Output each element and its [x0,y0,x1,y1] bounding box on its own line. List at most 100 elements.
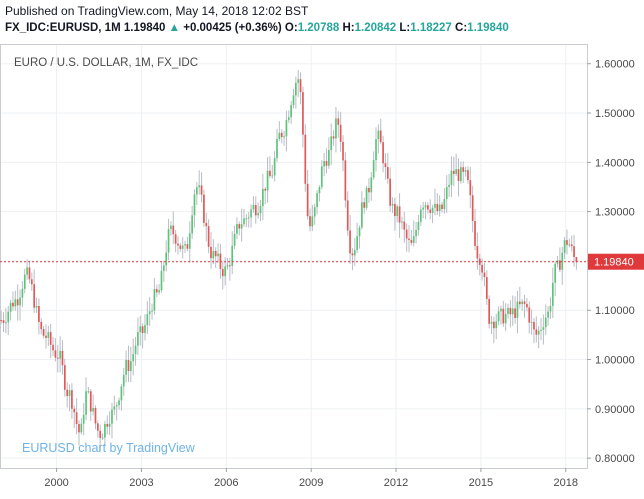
candle-up [497,311,500,322]
candle-up [417,221,420,230]
candle-down [71,390,73,409]
candle-up [500,308,502,312]
candle-up [273,158,276,176]
candle-up [323,161,325,167]
candle-up [111,409,113,424]
candle-up [243,218,245,225]
candle-down [269,170,271,176]
candle-up [356,236,358,250]
candle-down [16,299,19,306]
candle-up [266,170,269,191]
candle-down [523,301,526,304]
candle-down [33,284,36,308]
candle-up [191,215,193,234]
open-value: 1.20788 [297,22,340,34]
x-tick-label: 2006 [214,477,238,489]
candle-up [236,224,238,234]
candle-up [287,117,290,121]
candle-up [146,314,149,326]
candle-down [78,424,80,433]
candle-down [386,167,389,179]
price-chart[interactable]: EURO / U.S. DOLLAR, 1M, FX_IDC 0.80000 0.… [0,40,644,494]
x-axis[interactable]: 2000 2003 2006 2009 2012 2015 2018 [44,468,578,489]
y-tick-label: 1.00000 [595,355,635,367]
candle-up [276,139,278,159]
candle-up [85,391,87,415]
candle-up [285,120,288,137]
candle-down [302,92,304,135]
candle-up [7,311,10,323]
candle-down [427,205,429,210]
candle-up [252,205,255,210]
y-axis[interactable]: 0.800000.900001.000001.100001.200001.300… [587,59,635,465]
candle-down [441,204,443,210]
last-price: 1.19840 [123,22,166,34]
symbol-label: FX_IDC:EURUSD, 1M [5,22,121,34]
candle-up [490,321,493,324]
watermark-text: EURUSD chart by TradingView [22,441,196,455]
candle-up [292,95,295,106]
candle-down [61,350,64,366]
candle-up [160,270,163,291]
candles [0,70,578,452]
candle-up [448,184,450,187]
candle-down [379,130,382,143]
candle-down [405,229,408,239]
candle-down [106,423,109,427]
candle-up [290,105,292,118]
candle-down [363,202,366,208]
candle-down [238,224,241,229]
x-tick-label: 2012 [384,477,408,489]
y-tick-label: 1.50000 [595,108,635,120]
chart-container[interactable]: EURO / U.S. DOLLAR, 1M, FX_IDC 0.80000 0.… [0,40,644,494]
candle-down [575,257,578,262]
candle-down [410,240,413,243]
candle-up [82,414,85,424]
candle-up [158,290,160,293]
candle-down [2,320,5,324]
candle-up [226,265,229,267]
candle-up [361,202,363,228]
candle-up [181,245,184,249]
candle-up [396,206,399,217]
candle-up [188,233,191,249]
candle-down [254,205,257,216]
candle-down [52,344,54,351]
candle-up [438,204,441,212]
candle-up [504,313,507,324]
candle-down [469,180,472,196]
low-label: L: [399,22,411,34]
candle-up [195,187,198,195]
candle-up [412,236,415,243]
candle-up [125,360,127,375]
candle-down [172,225,175,235]
candle-down [474,220,476,246]
candle-down [535,329,538,335]
candle-up [271,175,274,177]
candle-down [342,141,344,161]
candle-down [54,350,57,358]
x-tick-label: 2015 [469,477,493,489]
candle-up [353,249,356,256]
candle-up [540,329,542,331]
candle-up [129,361,132,372]
candle-up [568,244,571,246]
high-value: 1.20842 [354,22,397,34]
candle-up [358,227,361,237]
up-arrow-icon: ▲ [168,22,181,34]
candle-up [134,345,137,355]
candle-up [547,311,549,318]
candle-up [542,327,545,330]
candle-up [68,390,71,397]
candle-up [167,229,170,253]
y-tick-label: 0.90000 [595,404,635,416]
candle-up [311,216,314,227]
candle-up [153,289,156,311]
candle-up [193,194,196,216]
candle-down [127,360,130,372]
candle-up [320,166,323,188]
candle-down [573,246,575,258]
candle-down [280,132,283,138]
candle-up [23,274,26,289]
candle-down [179,245,182,249]
